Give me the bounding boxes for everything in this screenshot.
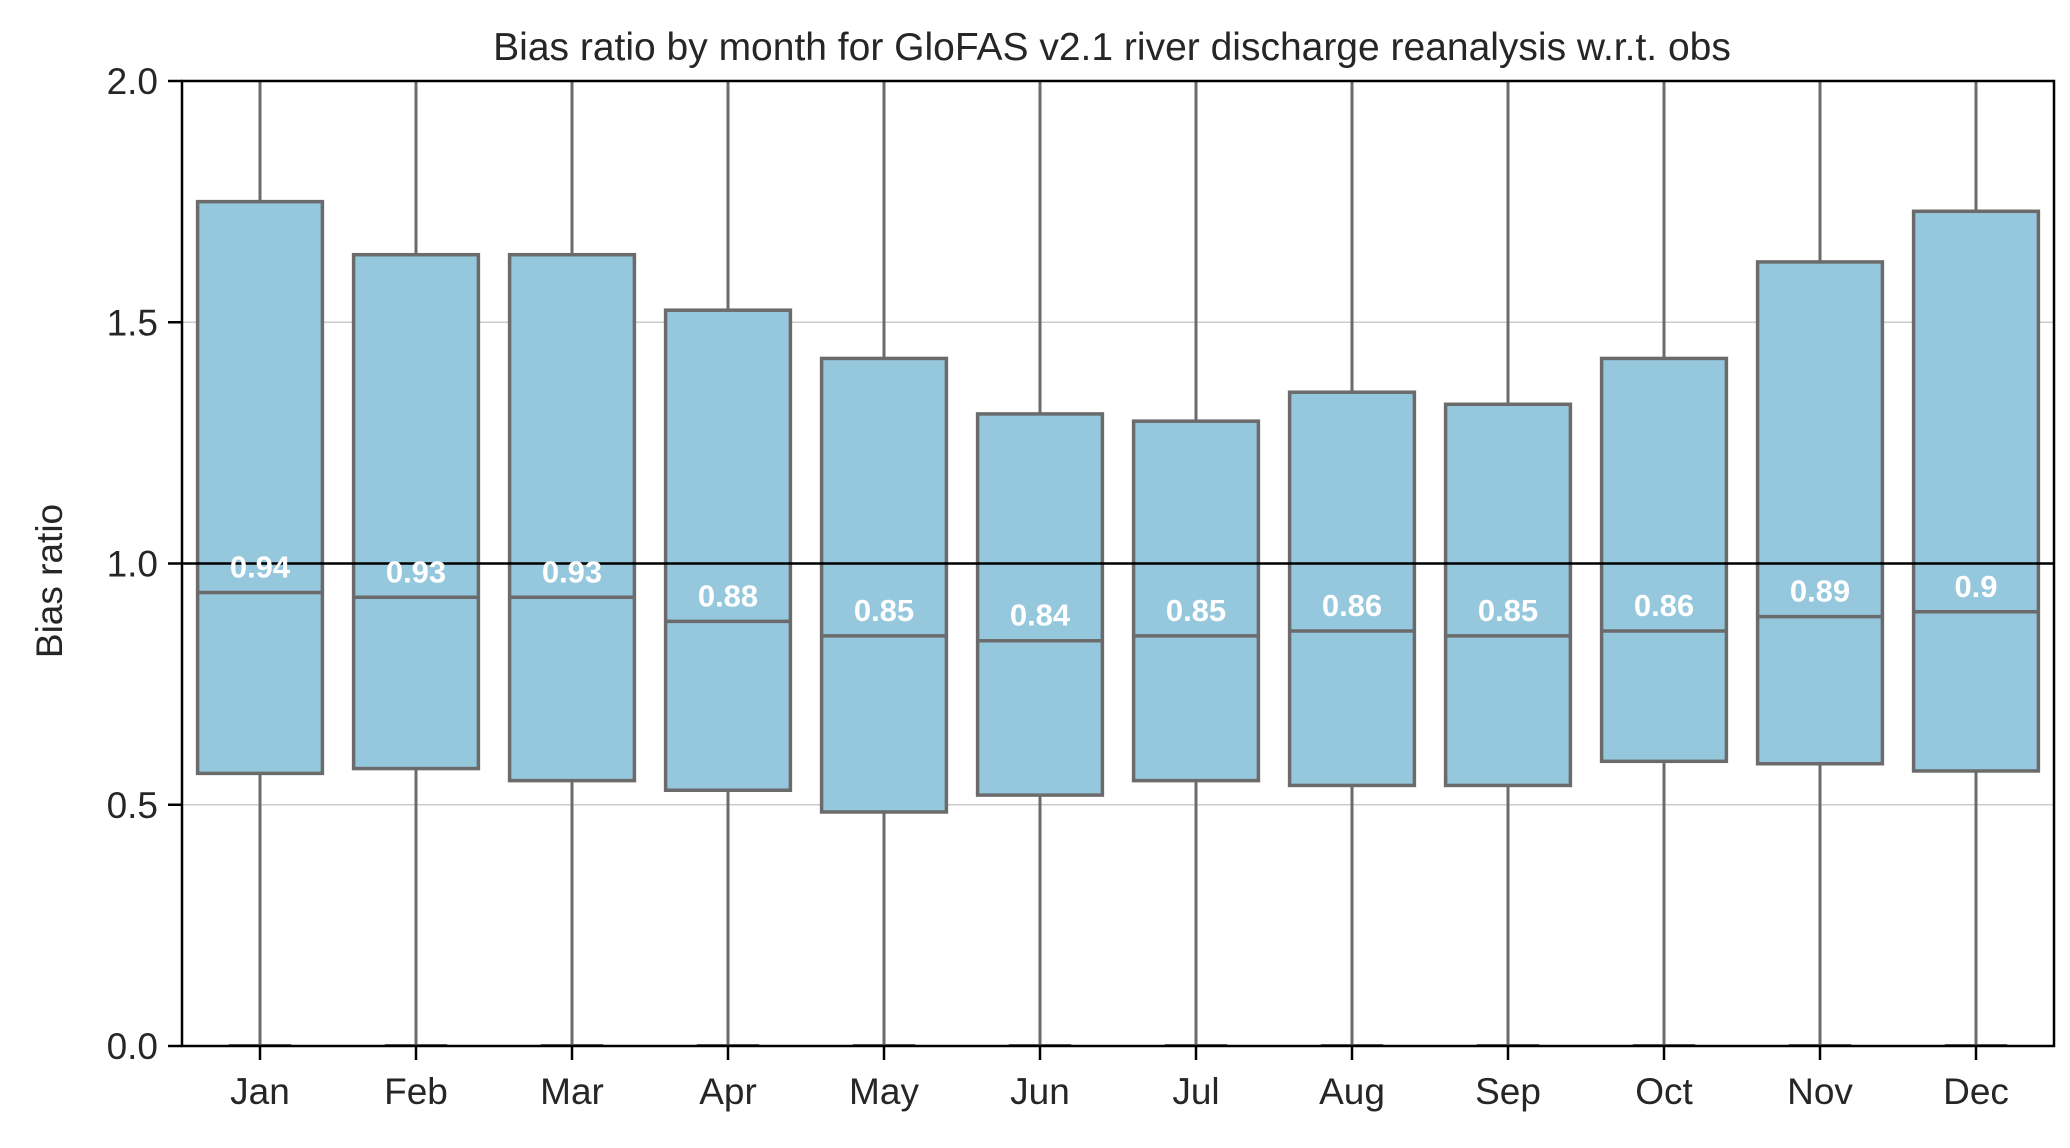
box-iqr — [507, 252, 637, 783]
box-jun — [975, 81, 1105, 1046]
box-iqr — [663, 308, 793, 793]
box-oct — [1599, 81, 1729, 1046]
median-label-layer: 0.94 0.93 0.93 0.88 0.85 0.84 0.85 0.86 0.85 0.86… — [230, 549, 1998, 632]
box-apr — [663, 81, 793, 1046]
median-value-label: 0.88 — [698, 578, 758, 613]
box-iqr — [1599, 356, 1729, 764]
box-nov — [1755, 81, 1885, 1046]
x-tick-label: Apr — [699, 1071, 757, 1112]
median-value-label: 0.86 — [1634, 588, 1694, 623]
y-tick-label: 1.0 — [107, 544, 158, 585]
median-value-label: 0.84 — [1010, 598, 1071, 633]
box-iqr — [1131, 419, 1261, 783]
x-tick-label: Feb — [384, 1071, 448, 1112]
x-tick-label: Nov — [1787, 1071, 1853, 1112]
median-value-label: 0.94 — [230, 549, 291, 584]
x-tick-label: May — [849, 1071, 919, 1112]
y-tick-label: 0.5 — [107, 785, 158, 826]
box-iqr — [1755, 260, 1885, 766]
x-tick-label: Jul — [1172, 1071, 1219, 1112]
x-tick-label: Aug — [1319, 1071, 1385, 1112]
box-aug — [1287, 81, 1417, 1046]
y-tick-label: 1.5 — [107, 302, 158, 343]
x-tick-label: Dec — [1943, 1071, 2009, 1112]
box-iqr — [1287, 390, 1417, 788]
median-value-label: 0.9 — [1954, 569, 1997, 604]
median-value-label: 0.93 — [542, 554, 602, 589]
box-iqr — [195, 199, 325, 776]
box-iqr — [975, 412, 1105, 797]
box-dec — [1911, 81, 2041, 1046]
box-jan — [195, 81, 325, 1046]
chart-title: Bias ratio by month for GloFAS v2.1 rive… — [493, 26, 1731, 69]
median-value-label: 0.85 — [854, 593, 914, 628]
box-iqr — [351, 252, 481, 771]
box-iqr — [1443, 402, 1573, 788]
tick-layer: 0.0 0.5 1.0 1.5 2.0 Jan Feb Mar Apr May Jun Jul Aug S… — [107, 61, 2009, 1112]
median-value-label: 0.85 — [1166, 593, 1226, 628]
median-value-label: 0.93 — [386, 554, 446, 589]
median-value-label: 0.86 — [1322, 588, 1382, 623]
y-tick-label: 2.0 — [107, 61, 158, 102]
median-value-label: 0.89 — [1790, 574, 1850, 609]
median-value-label: 0.85 — [1478, 593, 1538, 628]
box-iqr — [1911, 209, 2041, 773]
y-tick-label: 0.0 — [107, 1026, 158, 1067]
box-sep — [1443, 81, 1573, 1046]
box-layer — [195, 81, 2041, 1046]
x-tick-label: Sep — [1475, 1071, 1541, 1112]
x-tick-label: Jun — [1010, 1071, 1070, 1112]
box-iqr — [819, 356, 949, 814]
x-tick-label: Jan — [230, 1071, 290, 1112]
x-tick-label: Oct — [1635, 1071, 1693, 1112]
x-tick-label: Mar — [540, 1071, 604, 1112]
box-mar — [507, 81, 637, 1046]
box-jul — [1131, 81, 1261, 1046]
box-feb — [351, 81, 481, 1046]
y-axis-label: Bias ratio — [29, 504, 70, 658]
